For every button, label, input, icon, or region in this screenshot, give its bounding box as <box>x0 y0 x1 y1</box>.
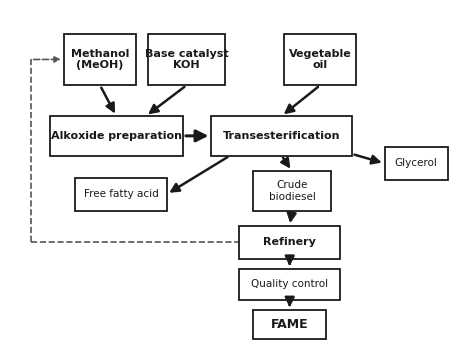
FancyBboxPatch shape <box>64 34 137 85</box>
Text: Alkoxide preparation: Alkoxide preparation <box>51 131 182 141</box>
Text: Transesterification: Transesterification <box>223 131 340 141</box>
FancyBboxPatch shape <box>239 269 340 300</box>
FancyBboxPatch shape <box>148 34 225 85</box>
Text: Free fatty acid: Free fatty acid <box>84 189 158 199</box>
FancyBboxPatch shape <box>254 171 331 210</box>
FancyBboxPatch shape <box>384 147 448 180</box>
FancyBboxPatch shape <box>211 116 352 156</box>
Text: FAME: FAME <box>271 318 309 331</box>
FancyBboxPatch shape <box>284 34 356 85</box>
Text: Glycerol: Glycerol <box>395 158 438 168</box>
FancyBboxPatch shape <box>254 310 326 339</box>
Text: Crude
biodiesel: Crude biodiesel <box>269 180 316 202</box>
FancyBboxPatch shape <box>50 116 183 156</box>
FancyBboxPatch shape <box>75 178 167 210</box>
Text: Methanol
(MeOH): Methanol (MeOH) <box>71 49 129 70</box>
Text: Refinery: Refinery <box>263 237 316 247</box>
Text: Quality control: Quality control <box>251 280 328 289</box>
Text: Base catalyst
KOH: Base catalyst KOH <box>145 49 228 70</box>
Text: Vegetable
oil: Vegetable oil <box>289 49 352 70</box>
FancyBboxPatch shape <box>239 226 340 259</box>
